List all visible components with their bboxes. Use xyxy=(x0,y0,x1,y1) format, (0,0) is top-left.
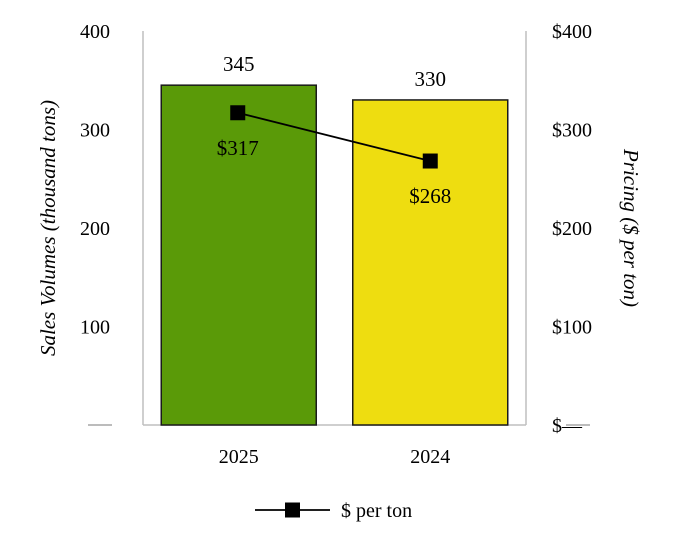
y-tick-label-left: 100 xyxy=(80,317,110,339)
axes-layer: 400 300 200 100 $400 $300 $200 $100 $— Sales Volu… xyxy=(36,21,643,468)
legend-label: $ per ton xyxy=(341,500,412,522)
y-tick-label-left: 300 xyxy=(80,120,110,142)
y-tick-label-right: $200 xyxy=(552,218,592,240)
y-tick-label-left: 200 xyxy=(80,218,110,240)
y-axis-title-right: Pricing ($ per ton) xyxy=(619,148,643,307)
line-value-label: $317 xyxy=(217,136,259,160)
bar-value-label: 330 xyxy=(415,67,447,91)
y-tick-label-right: $300 xyxy=(552,120,592,142)
x-tick-label: 2025 xyxy=(219,446,259,468)
bar xyxy=(352,99,509,426)
bar xyxy=(160,84,317,426)
labels-layer: 345 330 $317 $268 xyxy=(217,52,452,208)
legend-marker-square xyxy=(285,502,300,518)
bar-value-label: 345 xyxy=(223,52,255,76)
x-tick-label: 2024 xyxy=(410,446,450,468)
series-line-price xyxy=(237,111,431,162)
y-tick-label-right: $400 xyxy=(552,21,592,43)
line-layer xyxy=(230,105,438,169)
y-tick-label-right: $100 xyxy=(552,317,592,339)
y-axis-title-left: Sales Volumes (thousand tons) xyxy=(36,100,60,356)
y-tick-label-right: $— xyxy=(552,415,583,437)
line-value-label: $268 xyxy=(409,184,451,208)
y-tick-label-left: 400 xyxy=(80,21,110,43)
line-point-marker xyxy=(230,105,246,121)
bars-layer xyxy=(160,84,509,426)
legend: $ per ton xyxy=(255,500,412,522)
line-point-marker xyxy=(422,153,438,169)
